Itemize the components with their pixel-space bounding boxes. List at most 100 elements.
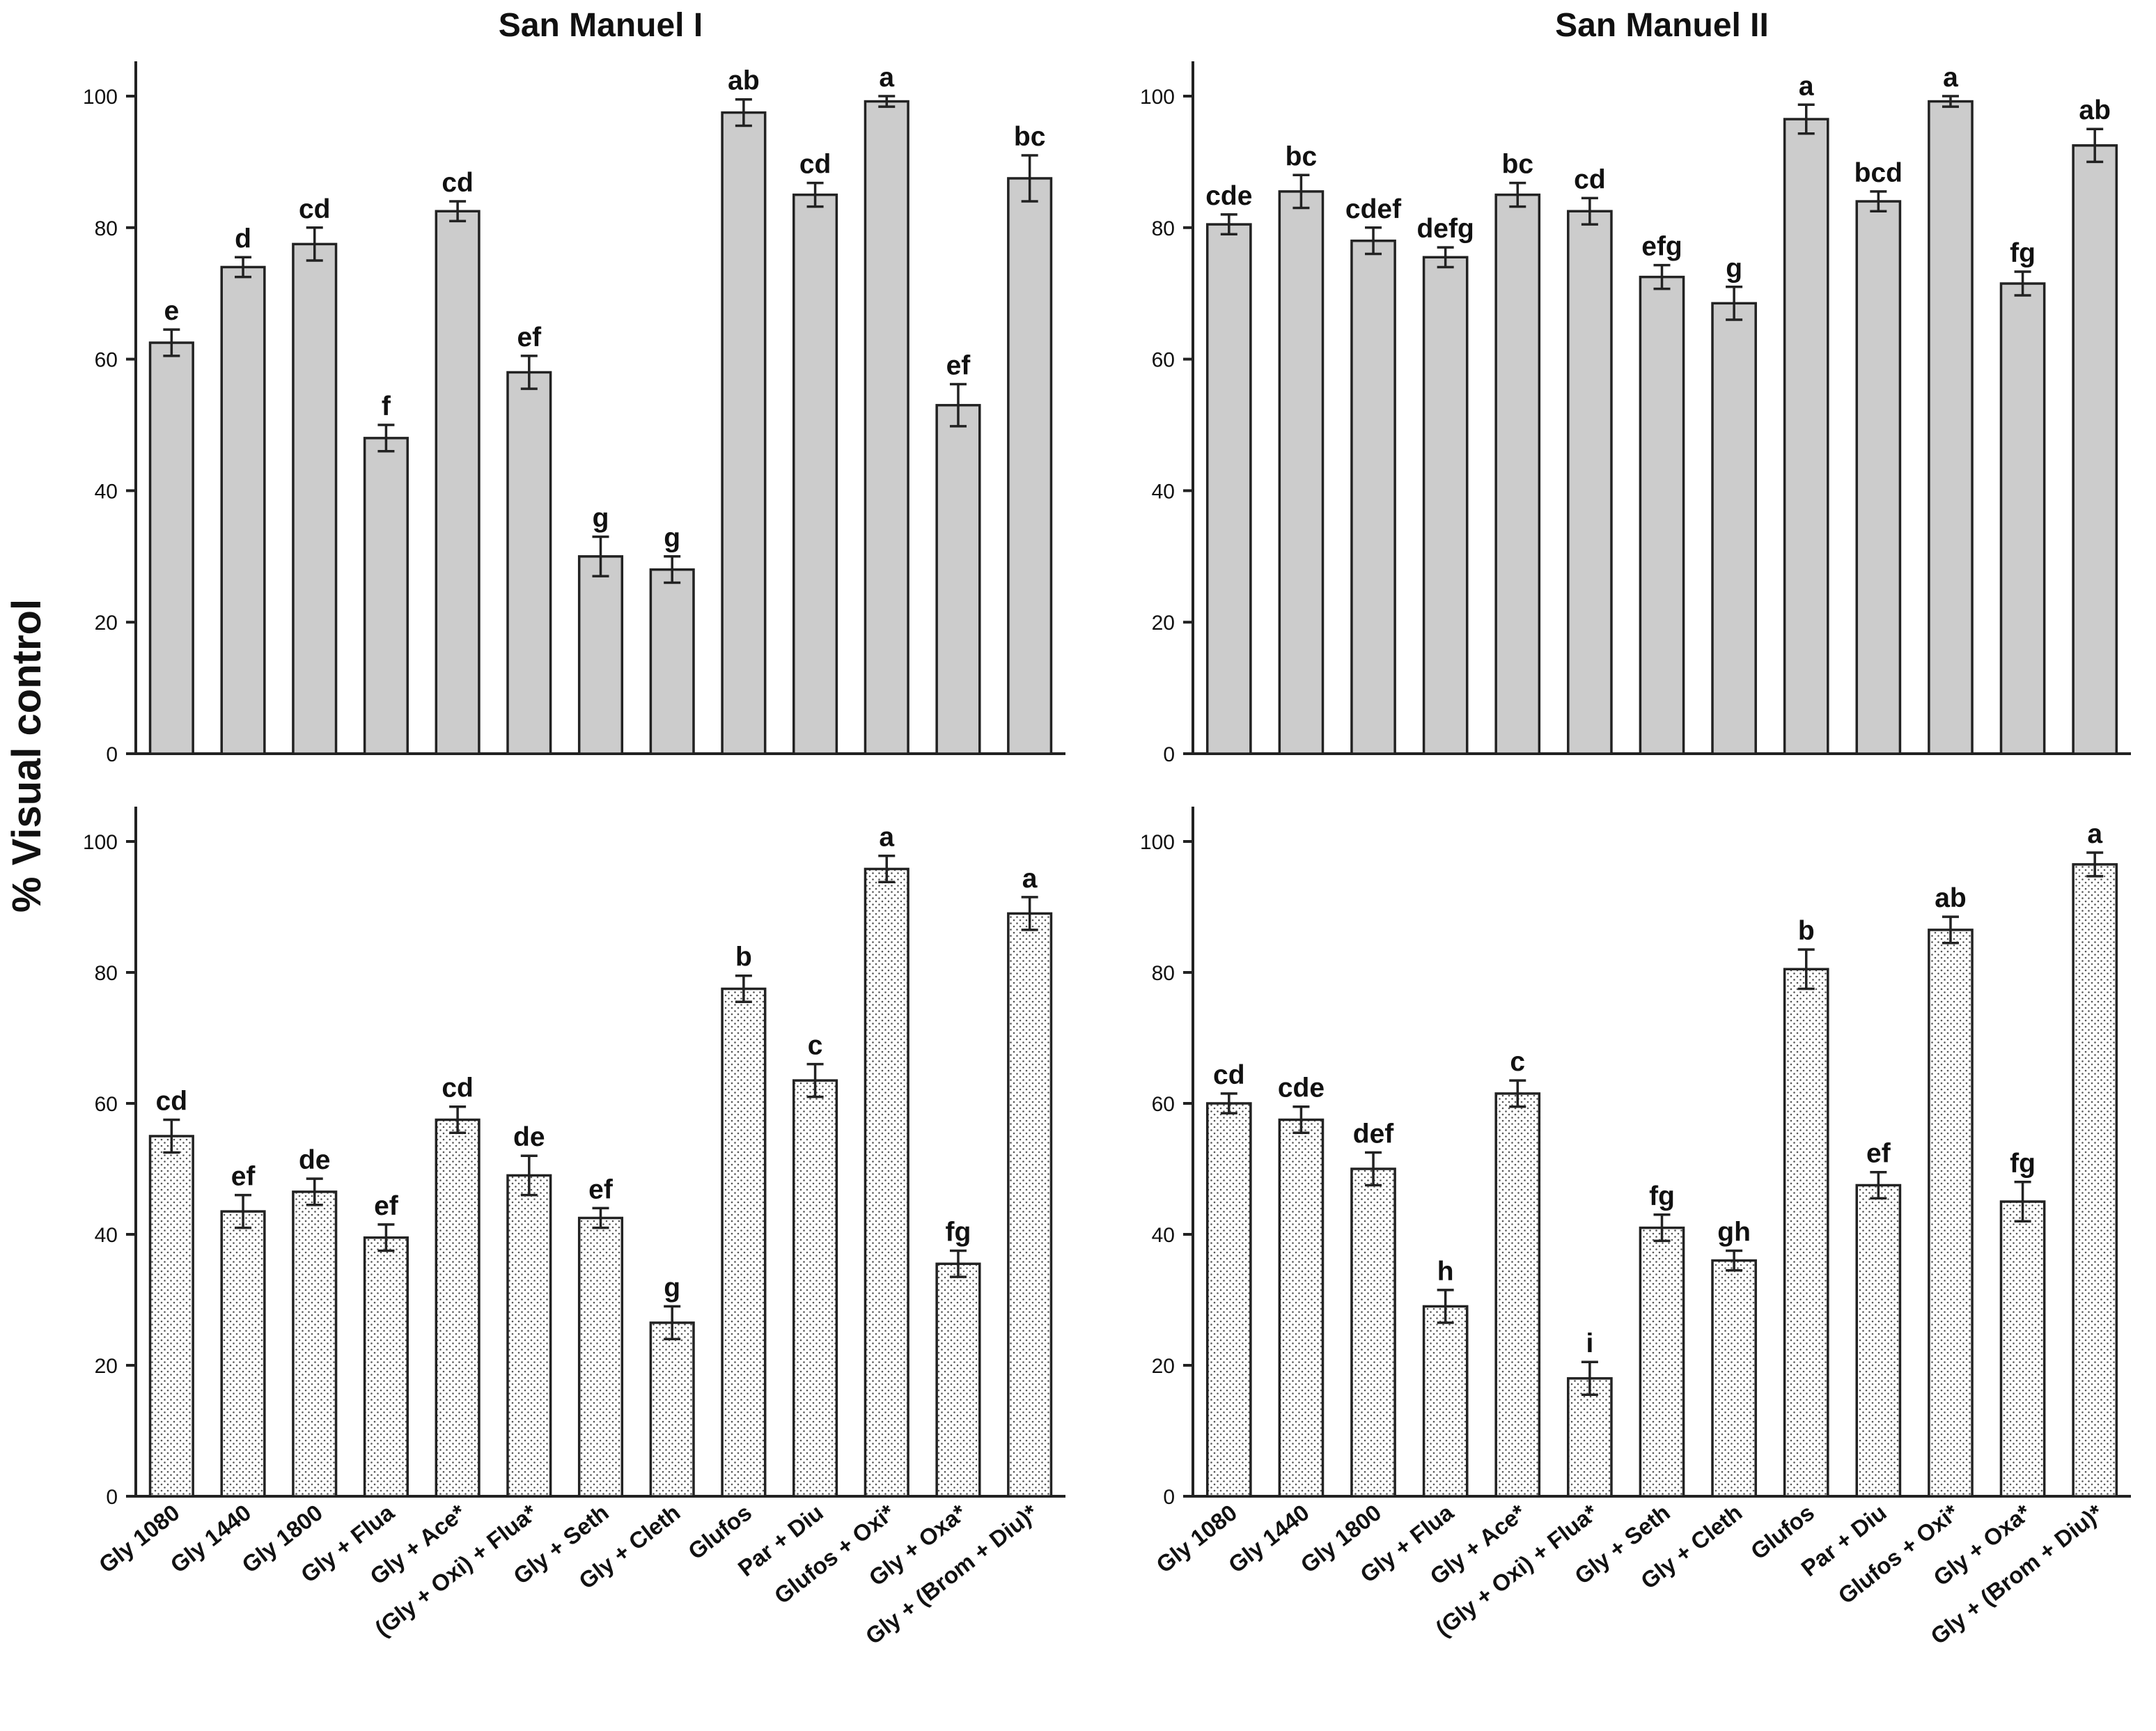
significance-letter: cd — [299, 194, 331, 224]
bar — [148, 341, 194, 755]
significance-letter: ef — [231, 1162, 256, 1192]
bar — [292, 1190, 338, 1498]
bar — [1711, 1259, 1757, 1498]
significance-letter: bc — [1502, 150, 1534, 180]
y-tick-label: 100 — [83, 86, 118, 109]
bar — [864, 100, 909, 755]
bar — [1007, 912, 1053, 1498]
y-tick-label: 100 — [83, 831, 118, 854]
chart-title: San Manuel II — [1555, 7, 1769, 44]
significance-letter: cd — [442, 1073, 474, 1103]
y-tick-label: 80 — [95, 217, 118, 240]
bar — [363, 437, 409, 755]
y-tick-label: 60 — [95, 349, 118, 372]
significance-letter: g — [664, 523, 680, 553]
bar — [792, 193, 838, 755]
bar — [1494, 193, 1541, 755]
bar — [1278, 190, 1325, 755]
y-tick-label: 60 — [1152, 349, 1175, 372]
y-tick-label: 20 — [1152, 1355, 1175, 1378]
significance-letter: cde — [1205, 181, 1252, 211]
significance-letter: fg — [946, 1218, 971, 1248]
significance-letter: cd — [1574, 164, 1606, 194]
significance-letter: de — [513, 1122, 545, 1152]
significance-letter: a — [1943, 63, 1958, 93]
bar — [1007, 177, 1053, 755]
significance-letter: fg — [2010, 238, 2036, 268]
y-axis-label: % Visual control — [4, 599, 49, 913]
significance-letter: c — [1510, 1047, 1525, 1077]
significance-letter: cd — [156, 1087, 188, 1117]
bar — [1639, 1226, 1685, 1498]
significance-letter: gh — [1717, 1218, 1751, 1248]
significance-letter: defg — [1416, 214, 1474, 244]
category-label: Gly 1080 — [94, 1499, 185, 1578]
y-tick-label: 40 — [1152, 1224, 1175, 1247]
bar — [1567, 210, 1613, 755]
bar — [220, 265, 266, 755]
category-label: Gly 1440 — [166, 1499, 256, 1578]
significance-letter: g — [664, 1273, 680, 1303]
significance-letter: ab — [2079, 95, 2111, 125]
significance-letter: cd — [799, 150, 831, 180]
y-tick-label: 80 — [1152, 962, 1175, 985]
bar — [1639, 275, 1685, 755]
y-tick-label: 0 — [1163, 1486, 1175, 1509]
bar — [2072, 863, 2118, 1498]
y-tick-label: 40 — [1152, 480, 1175, 503]
bar — [792, 1079, 838, 1498]
significance-letter: g — [593, 503, 609, 533]
significance-letter: g — [1726, 254, 1742, 284]
bar — [1278, 1118, 1325, 1498]
significance-letter: cdef — [1345, 194, 1402, 224]
bar — [1928, 100, 1974, 755]
y-tick-label: 40 — [95, 480, 118, 503]
bar — [649, 568, 695, 755]
bar — [1783, 968, 1829, 1498]
bar — [1999, 1200, 2046, 1498]
chart-panel-top-right: San Manuel II020406080100cdebccdefdefgbc… — [1140, 7, 2131, 766]
significance-letter: ef — [517, 323, 542, 352]
significance-letter: f — [382, 391, 391, 421]
y-tick-label: 80 — [1152, 217, 1175, 240]
bar — [506, 1174, 552, 1498]
y-tick-label: 100 — [1140, 831, 1175, 854]
significance-letter: h — [1437, 1257, 1454, 1287]
y-tick-label: 0 — [106, 743, 118, 766]
significance-letter: d — [235, 224, 251, 254]
significance-letter: e — [164, 296, 179, 326]
bar — [363, 1236, 409, 1498]
significance-letter: cde — [1278, 1073, 1325, 1103]
bar — [1711, 302, 1757, 755]
bar — [220, 1210, 266, 1498]
significance-letter: a — [879, 63, 894, 93]
bar — [1999, 282, 2046, 755]
y-tick-label: 60 — [1152, 1093, 1175, 1116]
y-tick-label: 100 — [1140, 86, 1175, 109]
significance-letter: fg — [2010, 1149, 2036, 1179]
significance-letter: fg — [1649, 1181, 1675, 1211]
significance-letter: c — [808, 1031, 823, 1061]
significance-letter: bc — [1286, 141, 1318, 171]
bar — [506, 371, 552, 755]
bar — [721, 111, 767, 755]
panels: San Manuel I020406080100edcdfcdefggabcda… — [83, 7, 2131, 1650]
significance-letter: a — [1022, 864, 1038, 894]
significance-letter: ef — [946, 350, 971, 380]
bar — [935, 1262, 981, 1498]
bar — [577, 555, 624, 755]
chart-panel-top-left: San Manuel I 0 20 40 60 80 100 e d cd f cd ef g g ab cd a… — [83, 7, 1065, 766]
bar — [435, 1118, 481, 1498]
category-label: Glufos + Oxi* — [770, 1499, 900, 1608]
significance-letter: de — [299, 1145, 331, 1175]
significance-letter: cd — [442, 168, 474, 198]
bar — [1350, 1167, 1396, 1498]
y-tick-label: 0 — [106, 1486, 118, 1509]
significance-letter: bcd — [1854, 158, 1903, 188]
bar — [1855, 200, 1902, 755]
significance-letter: b — [735, 942, 752, 972]
significance-letter: ef — [1866, 1139, 1891, 1169]
bar — [1494, 1092, 1541, 1498]
